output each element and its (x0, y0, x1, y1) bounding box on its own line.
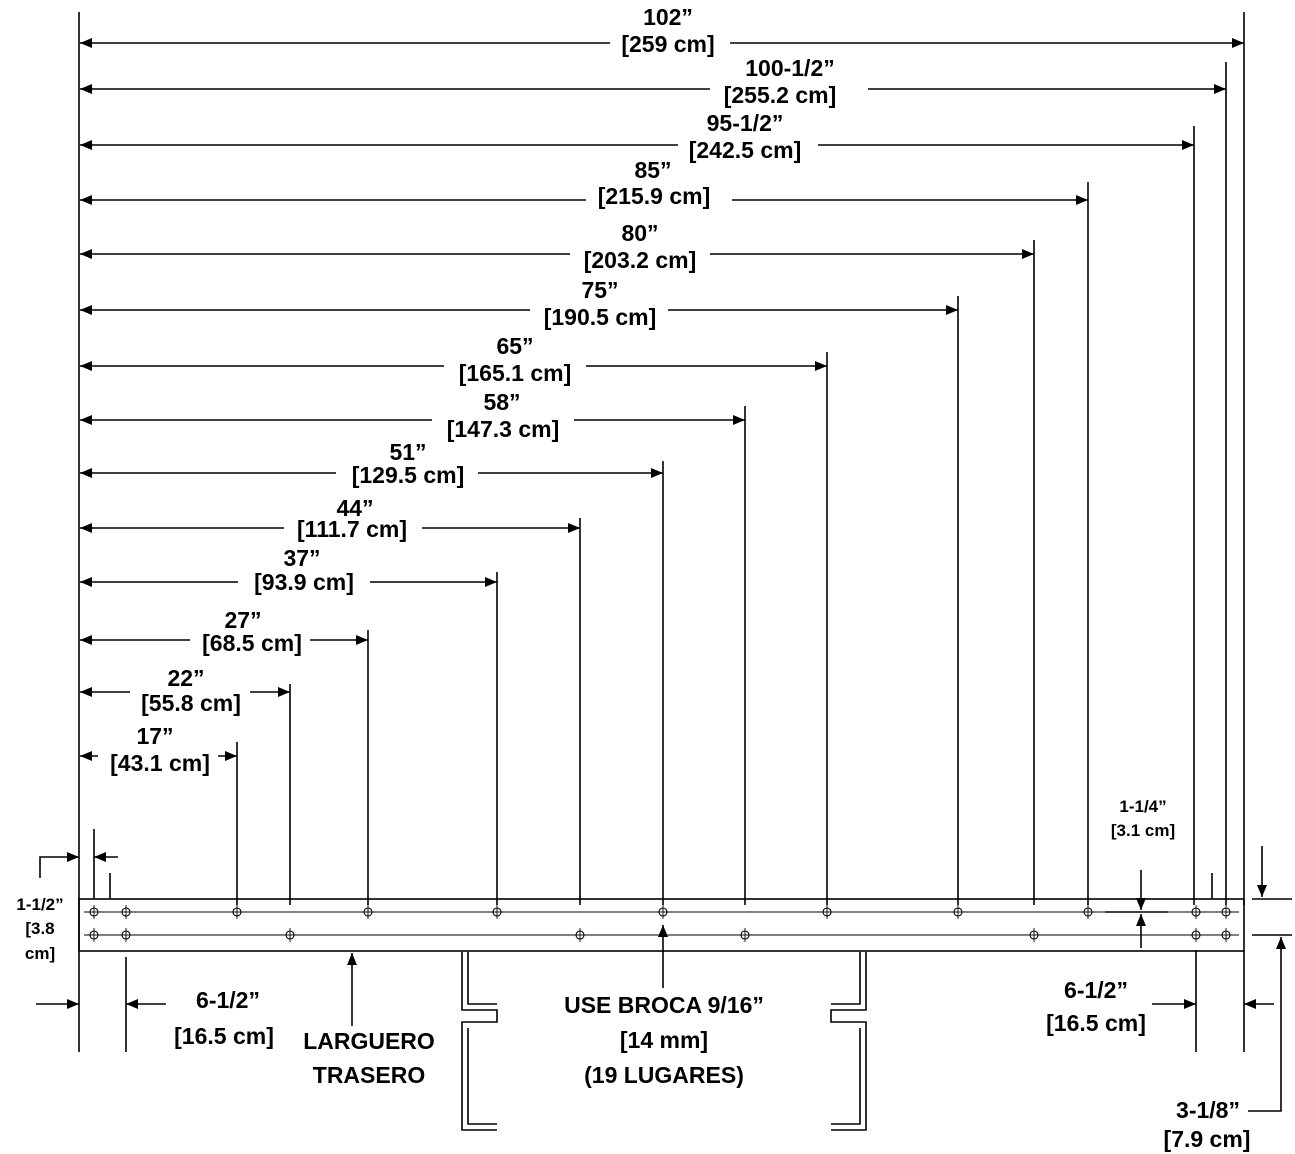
dim-label-cm: [165.1 cm] (459, 360, 572, 386)
dim-label-cm: [68.5 cm] (202, 630, 302, 656)
dim-label-in: 80” (621, 220, 658, 246)
dim-label-cm: [242.5 cm] (689, 137, 802, 163)
rear-rail (78, 898, 1245, 952)
left-edge-cm-2: cm] (25, 944, 55, 963)
dim-label-in: 95-1/2” (707, 110, 784, 136)
dim-label-in: 65” (496, 333, 533, 359)
drill-hole (119, 905, 133, 919)
dim-label-in: 58” (483, 389, 520, 415)
drill-note-line-3: (19 LUGARES) (584, 1062, 744, 1088)
left-offset-cm: [16.5 cm] (174, 1023, 274, 1049)
right-bottom-in: 3-1/8” (1176, 1097, 1240, 1123)
drill-hole (361, 905, 375, 919)
drill-note-line-2: [14 mm] (620, 1027, 708, 1053)
drill-hole (1027, 928, 1041, 942)
drill-hole (230, 905, 244, 919)
drill-holes (87, 905, 1233, 942)
right-top-in: 1-1/4” (1119, 797, 1166, 816)
dim-label-cm: [129.5 cm] (352, 462, 465, 488)
dim-label-in: 85” (634, 157, 671, 183)
dim-label-in: 27” (224, 607, 261, 633)
drill-note: USE BROCA 9/16” [14 mm] (19 LUGARES) (564, 925, 764, 1088)
dim-label-cm: [203.2 cm] (584, 247, 697, 273)
drill-hole (1219, 905, 1233, 919)
right-offset-callout: 6-1/2” [16.5 cm] (1046, 950, 1274, 1052)
left-offset-in: 6-1/2” (196, 987, 260, 1013)
left-edge-in: 1-1/2” (16, 895, 63, 914)
drill-hole (87, 928, 101, 942)
drill-hole (1189, 905, 1203, 919)
drill-hole (951, 905, 965, 919)
rail-label-line-2: TRASERO (313, 1062, 425, 1088)
dim-label-cm: [255.2 cm] (724, 82, 837, 108)
cross-member-left (461, 952, 498, 1131)
drill-hole (87, 905, 101, 919)
drill-note-line-1: USE BROCA 9/16” (564, 992, 764, 1018)
dim-label-cm: [111.7 cm] (297, 516, 407, 542)
dim-label-in: 22” (167, 665, 204, 691)
drill-hole (738, 928, 752, 942)
dim-label-cm: [43.1 cm] (110, 750, 210, 776)
cross-member-right (830, 952, 867, 1131)
right-bottom-cm: [7.9 cm] (1164, 1126, 1251, 1152)
rail-label: LARGUERO TRASERO (303, 953, 435, 1088)
dim-label-in: 51” (389, 439, 426, 465)
drill-hole (1189, 928, 1203, 942)
right-offset-in: 6-1/2” (1064, 977, 1128, 1003)
right-offset-cm: [16.5 cm] (1046, 1010, 1146, 1036)
dim-label-cm: [93.9 cm] (254, 569, 354, 595)
dim-label-in: 17” (136, 723, 173, 749)
dim-label-in: 75” (581, 277, 618, 303)
dim-label-cm: [259 cm] (621, 31, 714, 57)
drill-hole (119, 928, 133, 942)
extension-lines (236, 12, 1245, 905)
dimension-labels: 102” [259 cm] 100-1/2” [255.2 cm] 95-1/2… (98, 4, 868, 776)
drill-hole (573, 928, 587, 942)
drill-hole (656, 905, 670, 919)
right-top-cm: [3.1 cm] (1111, 821, 1175, 840)
right-top-callout: 1-1/4” [3.1 cm] (1105, 797, 1175, 948)
dim-label-in: 100-1/2” (745, 55, 835, 81)
drill-hole (283, 928, 297, 942)
dim-label-in: 37” (283, 545, 320, 571)
left-offset-callout: 6-1/2” [16.5 cm] (36, 957, 274, 1052)
dim-label-cm: [147.3 cm] (447, 416, 560, 442)
dim-label-in: 102” (643, 4, 693, 30)
rail-label-line-1: LARGUERO (303, 1028, 435, 1054)
dim-label-cm: [55.8 cm] (141, 690, 241, 716)
dim-label-cm: [215.9 cm] (598, 183, 711, 209)
left-edge-cm-1: [3.8 (25, 919, 54, 938)
drill-hole (490, 905, 504, 919)
dim-label-in: 44” (336, 495, 373, 521)
drill-hole (1081, 905, 1095, 919)
drill-hole (820, 905, 834, 919)
right-bottom-callout: 3-1/8” [7.9 cm] (1164, 846, 1292, 1152)
left-edge-callout: 1-1/2” [3.8 cm] (16, 829, 118, 963)
drill-hole (1219, 928, 1233, 942)
dim-label-cm: [190.5 cm] (544, 304, 657, 330)
rail-body (78, 898, 1245, 952)
